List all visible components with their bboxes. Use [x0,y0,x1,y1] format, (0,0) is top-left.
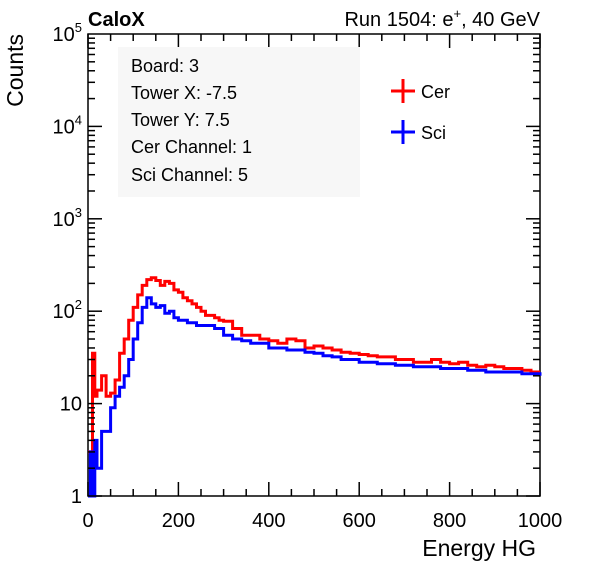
x-axis-label: Energy HG [422,535,536,561]
info-line-tower-y: Tower Y: 7.5 [131,110,230,130]
x-tick-label: 200 [162,510,195,532]
info-line-board: Board: 3 [131,56,199,76]
info-box-background [118,47,360,197]
x-tick-label: 1000 [518,510,563,532]
series-cer-line [88,276,540,454]
series-sci-line [88,296,542,498]
y-axis-ticks: 1 10 102 103 104 105 [53,20,540,508]
y-tick-label: 102 [53,297,82,323]
info-line-cer-channel: Cer Channel: 1 [131,137,252,157]
experiment-label: CaloX [88,9,145,31]
x-tick-label: 800 [433,510,466,532]
info-line-tower-x: Tower X: -7.5 [131,83,237,103]
x-tick-label: 0 [82,510,93,532]
info-line-sci-channel: Sci Channel: 5 [131,165,248,185]
x-axis-ticks: 0 200 400 600 800 1000 [82,34,562,532]
y-tick-label: 105 [53,20,82,46]
y-tick-label: 103 [53,205,82,231]
run-label-energy: , 40 GeV [461,9,541,31]
y-tick-label: 10 [60,394,82,416]
run-label-main: Run 1504: e [344,9,453,31]
run-label-superscript: + [453,6,461,21]
legend-label-sci: Sci [421,123,446,143]
legend-marker-sci [391,120,415,144]
series-layer [88,276,542,498]
run-label: Run 1504: e+, 40 GeV [344,6,540,31]
x-tick-label: 600 [343,510,376,532]
y-tick-label: 104 [53,112,82,138]
x-tick-label: 400 [252,510,285,532]
legend-label-cer: Cer [421,82,450,102]
legend-marker-cer [391,79,415,103]
info-box: Board: 3 Tower X: -7.5 Tower Y: 7.5 Cer … [118,47,360,197]
legend: Cer Sci [391,79,450,144]
y-tick-label: 1 [71,486,82,508]
y-axis-label: Counts [2,34,28,107]
